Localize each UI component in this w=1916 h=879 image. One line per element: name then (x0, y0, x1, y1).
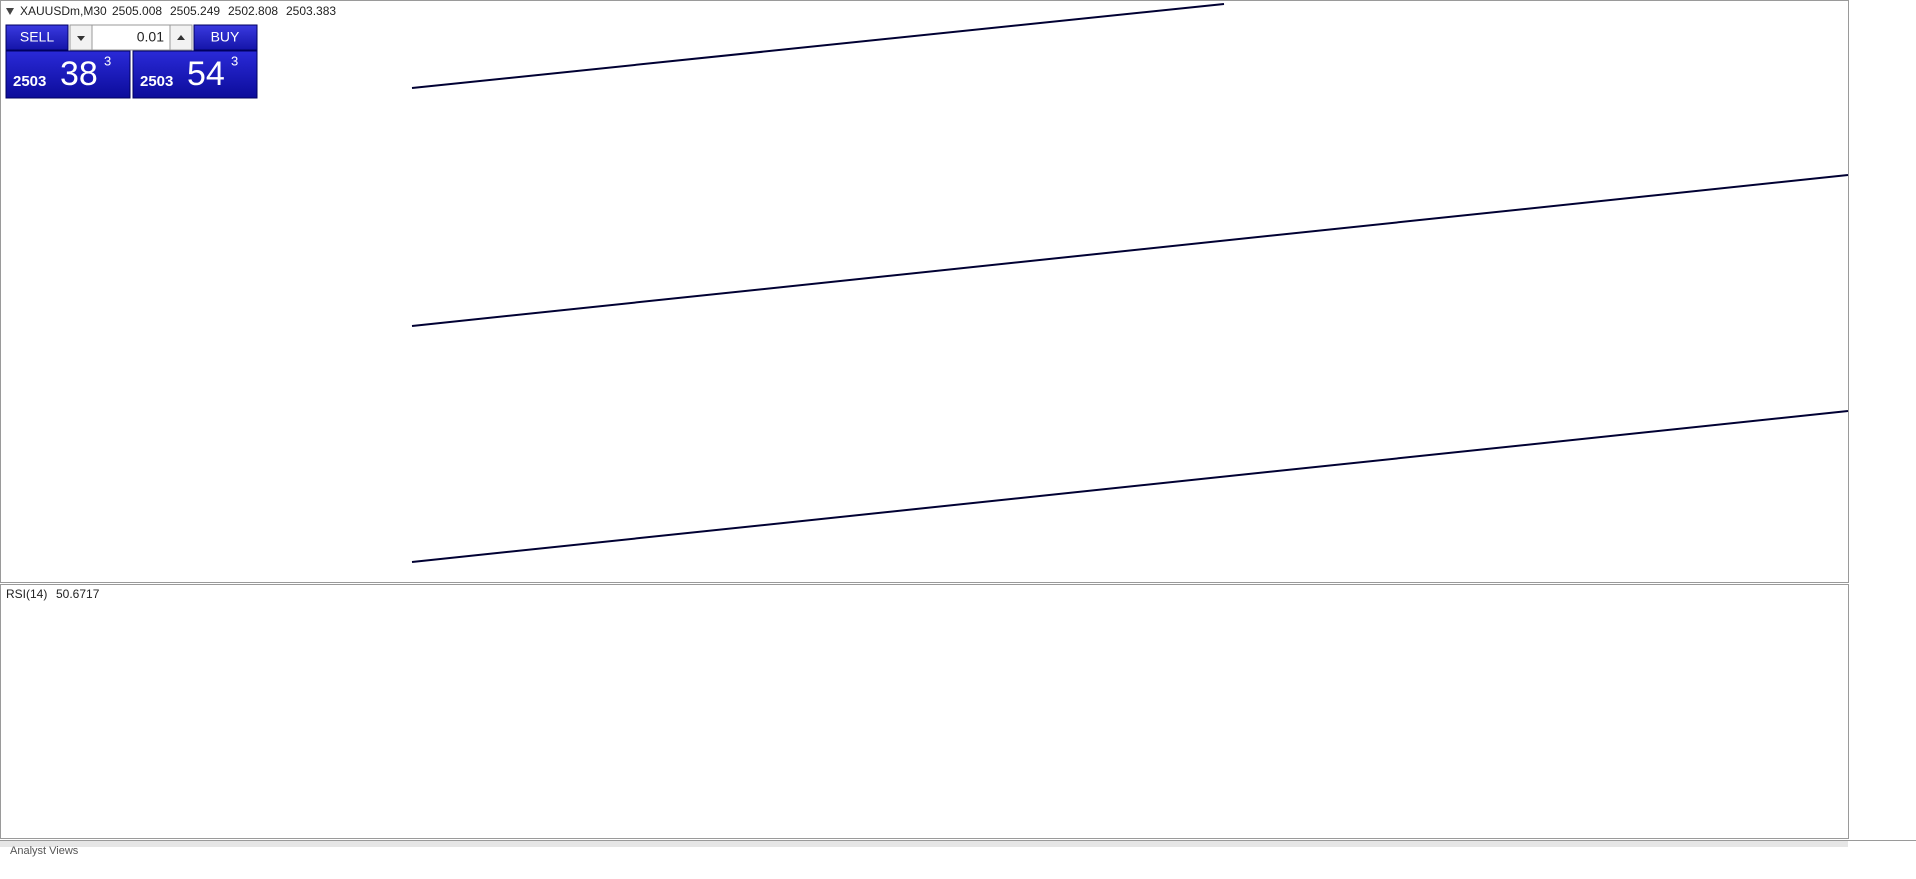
arrow-down (77, 36, 85, 41)
sell-label[interactable]: SELL (20, 29, 54, 45)
footer-tab[interactable]: Analyst Views (10, 845, 79, 857)
menu-icon[interactable] (6, 8, 14, 15)
rsi-title: RSI(14) (6, 587, 47, 601)
lot-value: 0.01 (137, 29, 164, 45)
ohlc-close: 2503.383 (286, 4, 336, 18)
trend-line (411, 410, 1849, 563)
separator-bar (0, 841, 1848, 847)
trend-line (411, 174, 1849, 327)
trade-panel: SELL 0.01 BUY 2503 38 3 2503 54 3 (5, 24, 258, 99)
arrow-up (177, 35, 185, 40)
symbol: XAUUSDm,M30 (20, 4, 107, 18)
ohlc-high: 2505.249 (170, 4, 220, 18)
buy-price-main: 54 (187, 55, 225, 93)
rsi-panel (0, 584, 1849, 839)
ohlc-open: 2505.008 (112, 4, 162, 18)
sell-price-sup: 3 (104, 53, 111, 68)
sell-price-main: 38 (60, 55, 98, 93)
price-panel (0, 0, 1849, 583)
rsi-current: 50.6717 (56, 587, 100, 601)
ohlc-low: 2502.808 (228, 4, 278, 18)
sell-button[interactable] (5, 24, 69, 51)
buy-price-sup: 3 (231, 53, 238, 68)
buy-label: BUY (211, 29, 240, 45)
buy-price-big: 2503 (140, 73, 173, 90)
buy-button[interactable] (193, 24, 258, 51)
trend-line (411, 3, 1225, 89)
sell-price-box[interactable] (5, 50, 131, 99)
lot-input[interactable] (91, 24, 171, 51)
buy-price-box[interactable] (132, 50, 258, 99)
sell-price-big: 2503 (13, 73, 46, 90)
